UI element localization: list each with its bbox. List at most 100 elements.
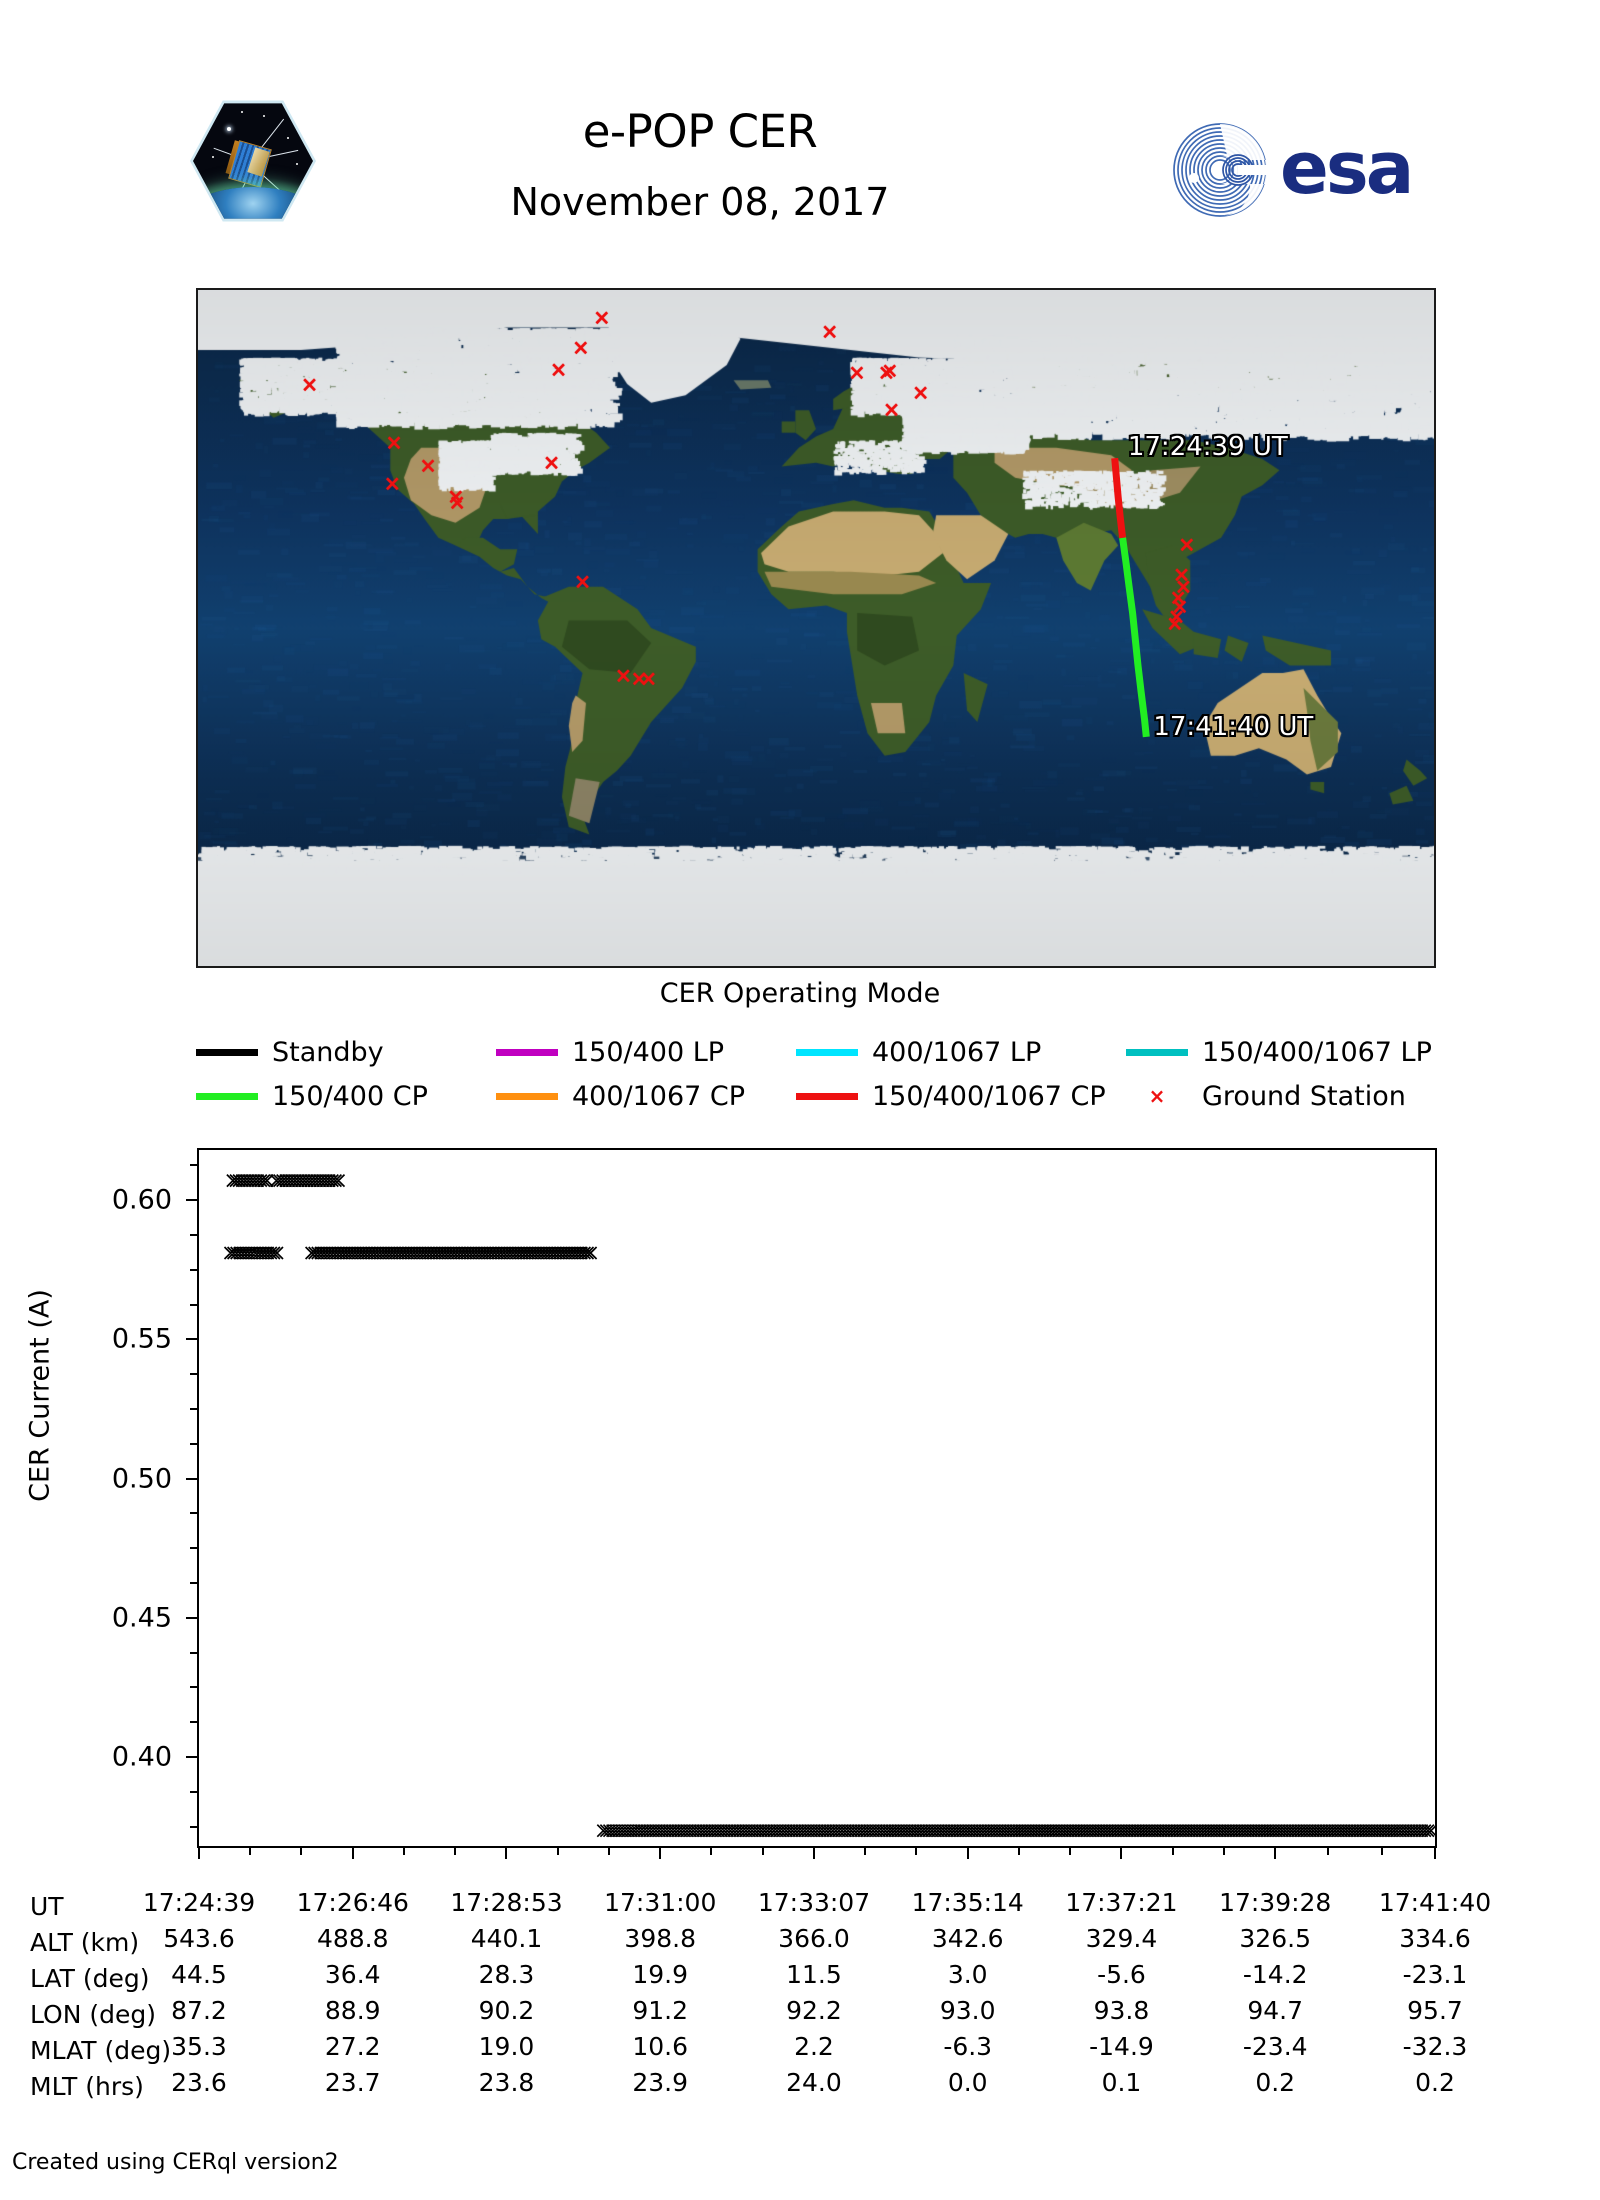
legend-label: 150/400/1067 CP	[872, 1081, 1106, 1112]
y-axis-minor-tick	[190, 1652, 197, 1654]
ground-station-marker: ×	[419, 455, 437, 476]
y-axis-tick	[186, 1338, 197, 1340]
line-swatch-icon	[196, 1049, 258, 1056]
table-cell: 334.6	[1365, 1924, 1505, 1953]
legend-item-standby[interactable]: Standby	[196, 1037, 384, 1068]
y-axis-minor-tick	[190, 1512, 197, 1514]
x-axis-minor-tick	[403, 1848, 405, 1855]
table-cell: 0.2	[1365, 2068, 1505, 2097]
line-swatch-icon	[196, 1093, 258, 1100]
legend-row: 150/400 CP 400/1067 CP 150/400/1067 CP × Gro…	[196, 1074, 1444, 1118]
table-cell: 17:37:21	[1051, 1888, 1191, 1917]
y-axis-minor-tick	[190, 1582, 197, 1584]
x-marker-icon: ×	[1126, 1084, 1188, 1108]
ground-station-marker: ×	[821, 321, 839, 342]
legend-label: 400/1067 CP	[572, 1081, 745, 1112]
cassiope-satellite-logo	[190, 98, 316, 224]
y-axis-tick-label: 0.45	[52, 1602, 172, 1633]
table-cell: -6.3	[898, 2032, 1038, 2061]
y-axis-minor-tick	[190, 1269, 197, 1271]
orbit-segment-0	[1115, 458, 1123, 538]
table-cell: 17:26:46	[283, 1888, 423, 1917]
world-map[interactable]: × × × × × × × × × × × × × × × × × × × × × × × × × × × 17:24:39 UT 17…	[196, 288, 1436, 968]
ground-station-marker: ×	[574, 572, 592, 593]
x-axis-minor-tick	[915, 1848, 917, 1855]
x-axis-minor-tick	[557, 1848, 559, 1855]
table-row-values: 87.2 88.9 90.2 91.2 92.2 93.0 93.8 94.7 95.7	[202, 1996, 1500, 2032]
y-axis-minor-tick	[190, 1304, 197, 1306]
y-axis-minor-tick	[190, 1721, 197, 1723]
legend-item-400-1067-lp[interactable]: 400/1067 LP	[796, 1037, 1041, 1068]
line-swatch-icon	[796, 1049, 858, 1056]
table-cell: 27.2	[283, 2032, 423, 2061]
table-cell: 17:35:14	[898, 1888, 1038, 1917]
y-axis-tick-label: 0.60	[52, 1185, 172, 1216]
x-axis-tick	[1120, 1848, 1122, 1859]
table-cell: 36.4	[283, 1960, 423, 1989]
ground-station-marker: ×	[881, 361, 899, 382]
legend-item-ground-station[interactable]: × Ground Station	[1126, 1081, 1406, 1112]
table-cell: 17:33:07	[744, 1888, 884, 1917]
table-body: UT 17:24:39 17:26:46 17:28:53 17:31:00 17:33:…	[30, 1888, 1500, 2104]
table-row-values: 17:24:39 17:26:46 17:28:53 17:31:00 17:33:07…	[202, 1888, 1500, 1924]
esa-emblem-icon	[1168, 120, 1278, 220]
table-row: LON (deg) 87.2 88.9 90.2 91.2 92.2 93.0 93.8 94.…	[30, 1996, 1500, 2032]
ground-station-marker: ×	[543, 452, 561, 473]
table-cell: 93.8	[1051, 1996, 1191, 2025]
legend-item-150-400-1067-lp[interactable]: 150/400/1067 LP	[1126, 1037, 1432, 1068]
scatter-series-2	[597, 1825, 1435, 1837]
legend-item-150-400-lp[interactable]: 150/400 LP	[496, 1037, 724, 1068]
table-cell: 17:39:28	[1205, 1888, 1345, 1917]
x-axis-minor-tick	[1069, 1848, 1071, 1855]
ground-station-marker: ×	[385, 433, 403, 454]
table-cell: -32.3	[1365, 2032, 1505, 2061]
y-axis-minor-tick	[190, 1686, 197, 1688]
legend-label: Standby	[272, 1037, 384, 1068]
table-cell: 90.2	[436, 1996, 576, 2025]
esa-wordmark: esa	[1280, 126, 1411, 210]
x-axis-minor-tick	[762, 1848, 764, 1855]
legend-item-400-1067-cp[interactable]: 400/1067 CP	[496, 1081, 745, 1112]
legend-item-150-400-cp[interactable]: 150/400 CP	[196, 1081, 428, 1112]
line-swatch-icon	[496, 1049, 558, 1056]
line-swatch-icon	[1126, 1049, 1188, 1056]
table-row: UT 17:24:39 17:26:46 17:28:53 17:31:00 17:33:…	[30, 1888, 1500, 1924]
table-row-values: 23.6 23.7 23.8 23.9 24.0 0.0 0.1 0.2 0.2	[202, 2068, 1500, 2104]
footer-note: Created using CERql version2	[12, 2150, 339, 2175]
table-cell: 326.5	[1205, 1924, 1345, 1953]
x-axis-tick	[1434, 1848, 1436, 1859]
table-cell: 0.2	[1205, 2068, 1345, 2097]
table-cell: 44.5	[129, 1960, 269, 1989]
x-axis-minor-tick	[608, 1848, 610, 1855]
table-cell: 19.0	[436, 2032, 576, 2061]
scatter-series-0	[227, 1175, 345, 1187]
table-cell: 92.2	[744, 1996, 884, 2025]
y-axis-tick	[186, 1199, 197, 1201]
legend-label: 400/1067 LP	[872, 1037, 1041, 1068]
y-axis-minor-tick	[190, 1234, 197, 1236]
legend-label: 150/400 LP	[572, 1037, 724, 1068]
orbit-track-layer	[198, 290, 1434, 966]
table-row: MLT (hrs) 23.6 23.7 23.8 23.9 24.0 0.0 0.1 0.2 0.…	[30, 2068, 1500, 2104]
x-axis-minor-tick	[454, 1848, 456, 1855]
ephemeris-table: UT 17:24:39 17:26:46 17:28:53 17:31:00 17:33:…	[30, 1888, 1500, 2104]
legend-label: Ground Station	[1202, 1081, 1406, 1112]
table-cell: 17:41:40	[1365, 1888, 1505, 1917]
line-swatch-icon	[496, 1093, 558, 1100]
ground-station-marker: ×	[848, 363, 866, 384]
table-cell: 91.2	[590, 1996, 730, 2025]
legend-item-150-400-1067-cp[interactable]: 150/400/1067 CP	[796, 1081, 1106, 1112]
table-cell: -14.9	[1051, 2032, 1191, 2061]
cer-current-plot[interactable]	[197, 1148, 1437, 1848]
x-axis-tick	[967, 1848, 969, 1859]
table-cell: 95.7	[1365, 1996, 1505, 2025]
y-axis-minor-tick	[190, 1408, 197, 1410]
table-cell: 17:28:53	[436, 1888, 576, 1917]
x-axis-minor-tick	[1223, 1848, 1225, 1855]
ground-station-marker: ×	[883, 400, 901, 421]
table-cell: 0.0	[898, 2068, 1038, 2097]
table-cell: 543.6	[129, 1924, 269, 1953]
table-row: MLAT (deg) 35.3 27.2 19.0 10.6 2.2 -6.3 -14.9 -2…	[30, 2032, 1500, 2068]
ground-station-marker: ×	[1166, 614, 1184, 635]
table-cell: 11.5	[744, 1960, 884, 1989]
